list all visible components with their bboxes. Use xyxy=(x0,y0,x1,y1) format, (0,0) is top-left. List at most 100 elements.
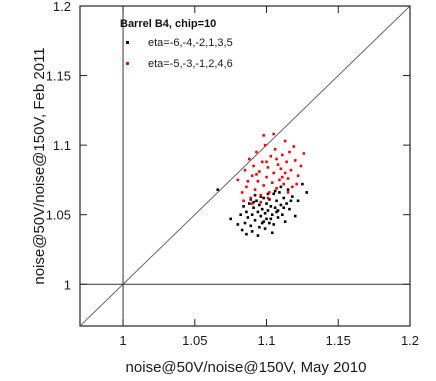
red-point xyxy=(274,148,277,151)
red-point xyxy=(272,133,275,136)
red-point xyxy=(259,201,262,204)
black-point xyxy=(242,205,245,208)
black-point xyxy=(270,205,273,208)
red-point xyxy=(251,174,254,177)
red-point xyxy=(242,199,245,202)
red-point xyxy=(268,191,271,194)
red-point xyxy=(257,180,260,183)
black-point xyxy=(249,225,252,228)
red-point xyxy=(258,170,261,173)
black-point xyxy=(305,191,308,194)
black-point xyxy=(247,216,250,219)
x-tick-label: 1.1 xyxy=(257,333,275,348)
black-point xyxy=(245,211,248,214)
black-point xyxy=(267,209,270,212)
black-point xyxy=(248,202,251,205)
black-point xyxy=(237,223,240,226)
red-point xyxy=(237,179,240,182)
red-point xyxy=(262,184,265,187)
black-point xyxy=(257,234,260,237)
red-point xyxy=(275,158,278,161)
red-point xyxy=(251,202,254,205)
black-point xyxy=(287,188,290,191)
black-point xyxy=(265,202,268,205)
black-point xyxy=(229,218,232,221)
black-point xyxy=(282,197,285,200)
black-point xyxy=(265,218,268,221)
red-point xyxy=(297,174,300,177)
black-point xyxy=(261,208,264,211)
y-tick-label: 1.15 xyxy=(46,69,71,84)
black-point xyxy=(284,220,287,223)
black-point xyxy=(216,188,219,191)
red-point xyxy=(282,183,285,186)
black-point xyxy=(270,218,273,221)
black-point xyxy=(275,211,278,214)
legend-marker-red xyxy=(126,62,129,65)
y-tick-label: 1.2 xyxy=(53,0,71,14)
black-point xyxy=(272,223,275,226)
black-point xyxy=(254,219,257,222)
red-point xyxy=(267,197,270,200)
red-point xyxy=(281,176,284,179)
x-tick-label: 1.05 xyxy=(182,333,207,348)
black-point xyxy=(258,226,261,229)
black-point xyxy=(241,229,244,232)
red-point xyxy=(247,180,250,183)
red-point xyxy=(275,187,278,190)
red-point xyxy=(295,183,298,186)
y-tick-label: 1.05 xyxy=(46,208,71,223)
red-point xyxy=(285,161,288,164)
red-point xyxy=(245,186,248,189)
red-point xyxy=(287,177,290,180)
black-point xyxy=(277,216,280,219)
black-point xyxy=(257,211,260,214)
black-point xyxy=(275,199,278,202)
red-point xyxy=(255,173,258,176)
red-point xyxy=(291,186,294,189)
y-tick-label: 1 xyxy=(64,277,71,292)
red-point xyxy=(270,155,273,158)
black-point xyxy=(282,206,285,209)
red-point xyxy=(277,163,280,166)
black-point xyxy=(251,213,254,216)
black-point xyxy=(271,213,274,216)
black-point xyxy=(239,213,242,216)
red-point xyxy=(265,161,268,164)
red-point xyxy=(281,154,284,157)
red-point xyxy=(252,165,255,168)
red-point xyxy=(241,191,244,194)
red-point xyxy=(290,169,293,172)
red-point xyxy=(265,176,268,179)
red-point xyxy=(284,172,287,175)
red-point xyxy=(264,144,267,147)
legend-title: Barrel B4, chip=10 xyxy=(120,18,216,30)
red-point xyxy=(292,145,295,148)
y-axis-label: noise@50V/noise@150V, Feb 2011 xyxy=(31,47,48,284)
black-point xyxy=(274,190,277,193)
x-tick-label: 1.15 xyxy=(326,333,351,348)
red-point xyxy=(259,194,262,197)
black-point xyxy=(244,222,247,225)
black-point xyxy=(261,222,264,225)
black-point xyxy=(251,230,254,233)
black-point xyxy=(290,199,293,202)
black-point xyxy=(288,208,291,211)
red-point xyxy=(287,191,290,194)
red-point xyxy=(254,188,257,191)
black-point xyxy=(259,215,262,218)
black-point xyxy=(255,199,258,202)
black-point xyxy=(262,197,265,200)
black-point xyxy=(278,191,281,194)
red-point xyxy=(255,151,258,154)
black-point xyxy=(272,193,275,196)
red-point xyxy=(261,161,264,164)
black-point xyxy=(264,212,267,215)
red-point xyxy=(303,152,306,155)
black-point xyxy=(274,206,277,209)
red-point xyxy=(262,134,265,137)
black-point xyxy=(268,222,271,225)
black-point xyxy=(294,215,297,218)
black-point xyxy=(254,194,257,197)
